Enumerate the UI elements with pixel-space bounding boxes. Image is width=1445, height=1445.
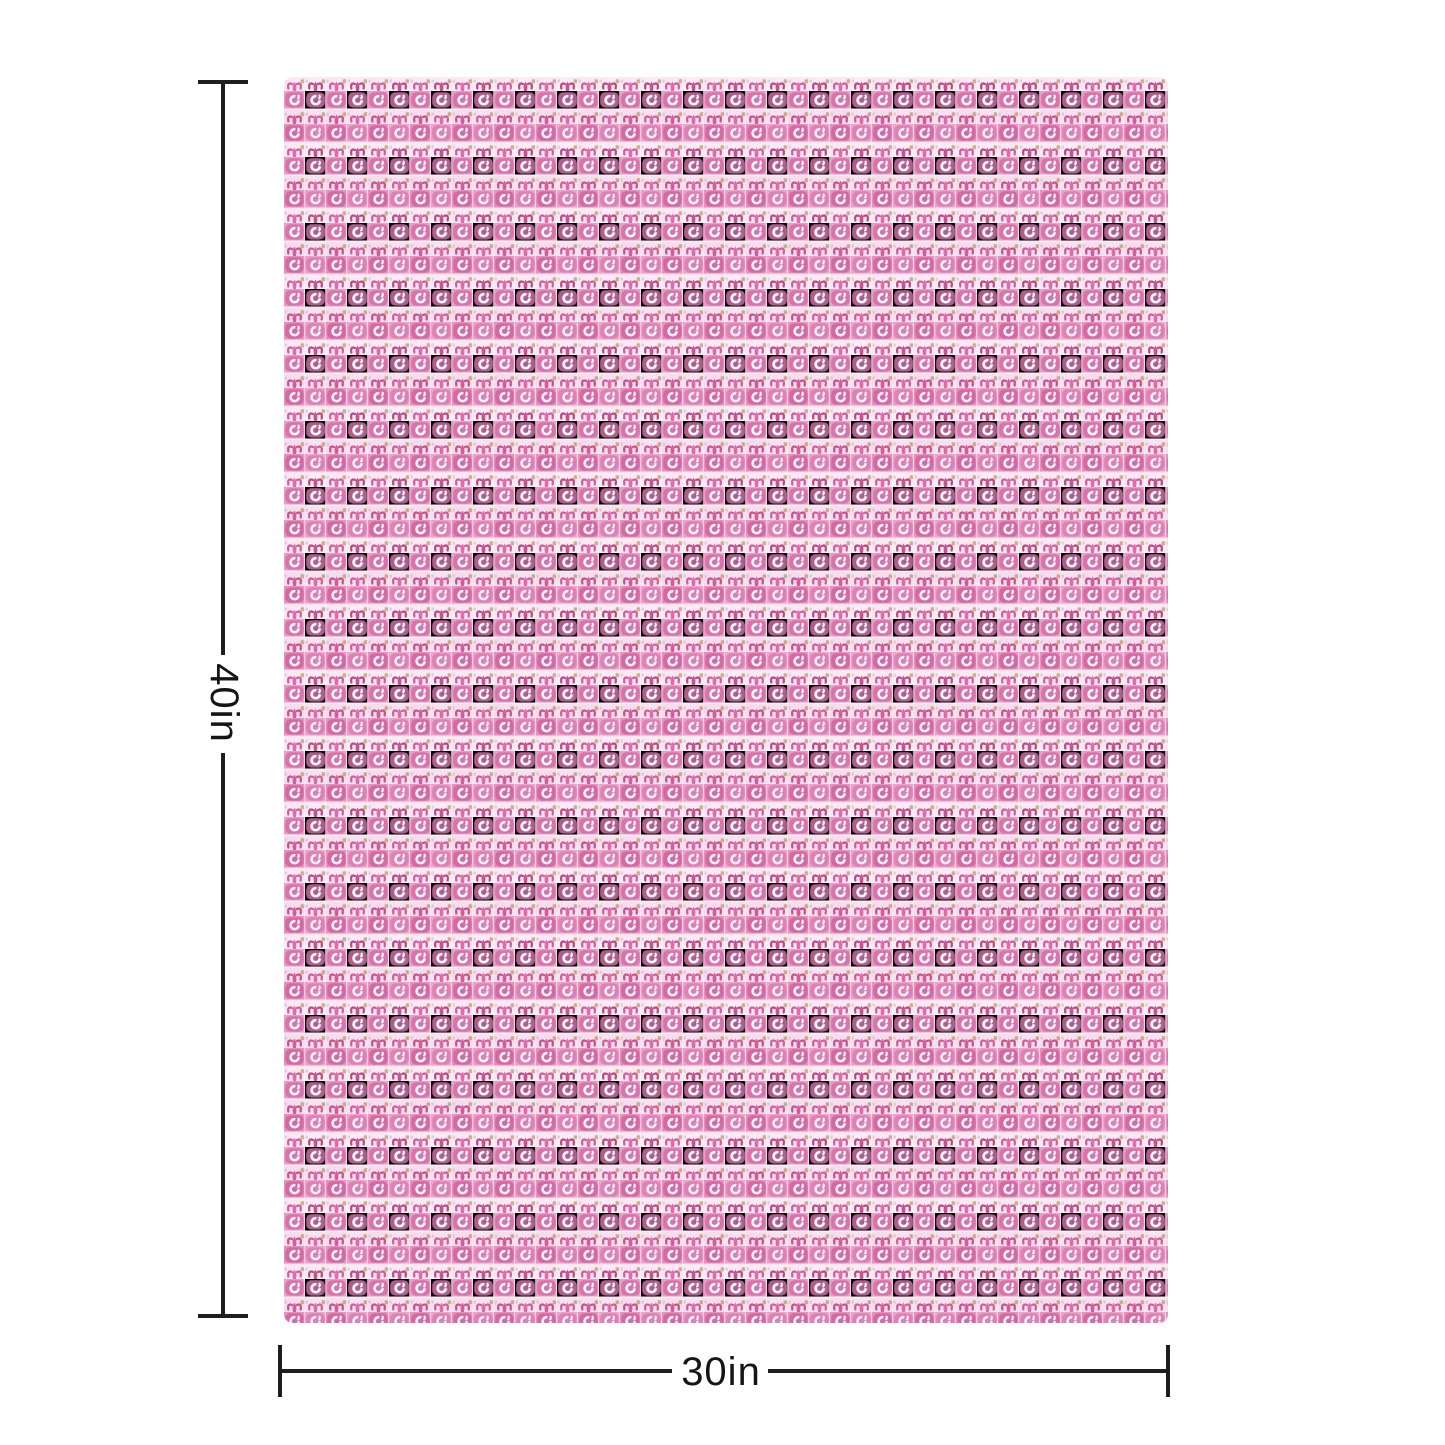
width-line-right bbox=[768, 1369, 1168, 1373]
height-line-bottom bbox=[221, 753, 225, 1316]
height-label: 40in bbox=[202, 663, 246, 743]
blanket-pattern-svg bbox=[284, 77, 1168, 1323]
height-line-top bbox=[221, 82, 225, 655]
width-label: 30in bbox=[681, 1350, 761, 1394]
height-bottom-tick bbox=[198, 1314, 248, 1318]
width-line-left bbox=[280, 1369, 672, 1373]
width-right-tick bbox=[1166, 1345, 1170, 1397]
blanket-image bbox=[284, 77, 1168, 1323]
